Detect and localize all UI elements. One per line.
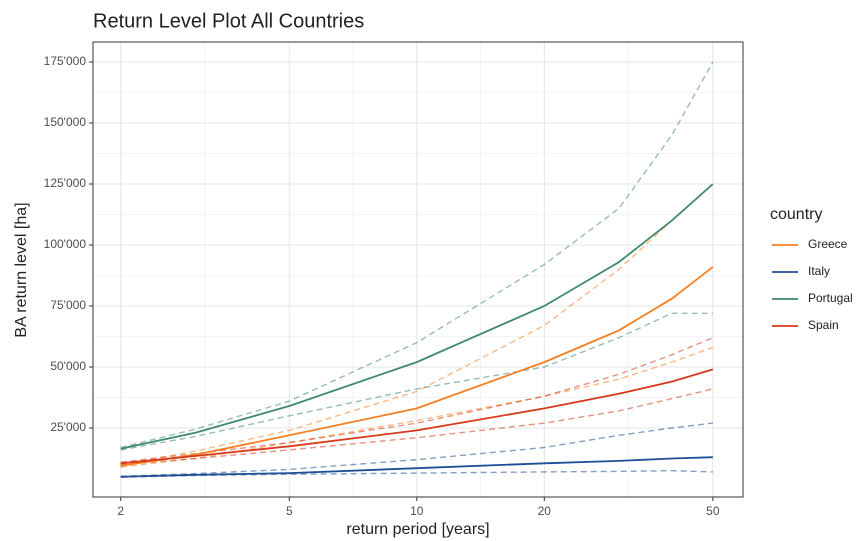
ci-line (120, 312, 713, 451)
line (120, 183, 714, 450)
legend-label: Italy (808, 264, 830, 278)
x-tick-label: 50 (706, 504, 720, 518)
y-tick-label: 25'000 (50, 420, 86, 434)
ci-line (120, 61, 714, 449)
y-tick-label: 50'000 (50, 359, 86, 373)
legend-label: Portugal (808, 291, 853, 305)
legend-label: Greece (808, 237, 848, 251)
line (120, 456, 713, 478)
y-axis-label: BA return level [ha] (13, 202, 30, 337)
ci-line (120, 388, 714, 466)
x-axis-label: return period [years] (346, 521, 489, 538)
chart-title: Return Level Plot All Countries (93, 10, 364, 32)
line (120, 266, 714, 467)
y-tick-label: 175'000 (44, 54, 87, 68)
x-tick-label: 10 (410, 504, 424, 518)
x-tick-label: 5 (286, 504, 293, 518)
ci-line (120, 346, 714, 468)
y-tick-label: 125'000 (44, 176, 87, 190)
y-tick-label: 150'000 (44, 115, 87, 129)
x-tick-label: 2 (117, 504, 124, 518)
legend-title: country (770, 206, 822, 223)
x-tick-label: 20 (538, 504, 552, 518)
ci-line (120, 422, 713, 477)
y-tick-label: 75'000 (50, 298, 86, 312)
plot-border (92, 41, 744, 498)
y-tick-label: 100'000 (44, 237, 87, 251)
line (120, 368, 714, 465)
legend-label: Spain (808, 318, 839, 332)
ci-line (120, 183, 714, 466)
